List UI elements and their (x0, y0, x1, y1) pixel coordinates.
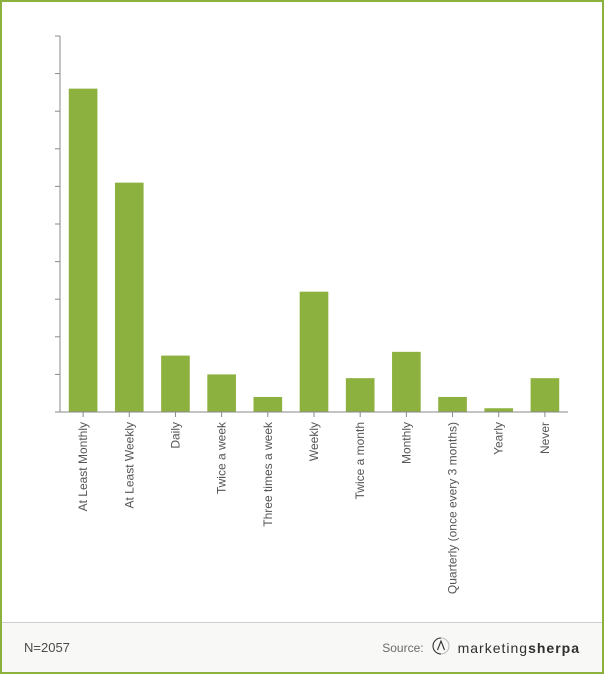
category-label: Yearly (492, 422, 506, 455)
footer-source: Source: marketingsherpa (382, 637, 580, 658)
source-label: Source: (382, 641, 423, 655)
category-label: Weekly (307, 422, 321, 461)
category-label: At Least Monthly (76, 422, 90, 511)
bar (161, 356, 190, 412)
category-label: Monthly (399, 422, 413, 464)
marketingsherpa-logo-icon (432, 637, 450, 658)
bar (484, 408, 513, 412)
bar (346, 378, 375, 412)
marketingsherpa-logo-text: marketingsherpa (458, 640, 580, 656)
category-label: Twice a month (353, 422, 367, 499)
bar (392, 352, 421, 412)
bar (69, 89, 98, 412)
sample-size: N=2057 (24, 640, 70, 655)
footer-bar: N=2057 Source: marketingsherpa (2, 622, 602, 672)
chart-card: 0%10%20%30%40%50%60%70%80%90%100%At Leas… (0, 0, 604, 674)
bar (254, 397, 283, 412)
bar (115, 183, 144, 412)
category-label: Twice a week (215, 421, 229, 494)
bar (438, 397, 467, 412)
logo-part-1: marketing (458, 640, 528, 656)
bar-chart: 0%10%20%30%40%50%60%70%80%90%100%At Leas… (52, 32, 572, 612)
logo-part-2: sherpa (528, 640, 580, 656)
category-label: Daily (168, 422, 182, 449)
chart-area: 0%10%20%30%40%50%60%70%80%90%100%At Leas… (2, 2, 602, 622)
bar (300, 292, 329, 412)
category-label: Never (538, 422, 552, 454)
category-label: Three times a week (261, 421, 275, 527)
category-label: Quarterly (once every 3 months) (446, 422, 460, 594)
bar (531, 378, 560, 412)
bar (207, 374, 236, 412)
category-label: At Least Weekly (122, 422, 136, 508)
